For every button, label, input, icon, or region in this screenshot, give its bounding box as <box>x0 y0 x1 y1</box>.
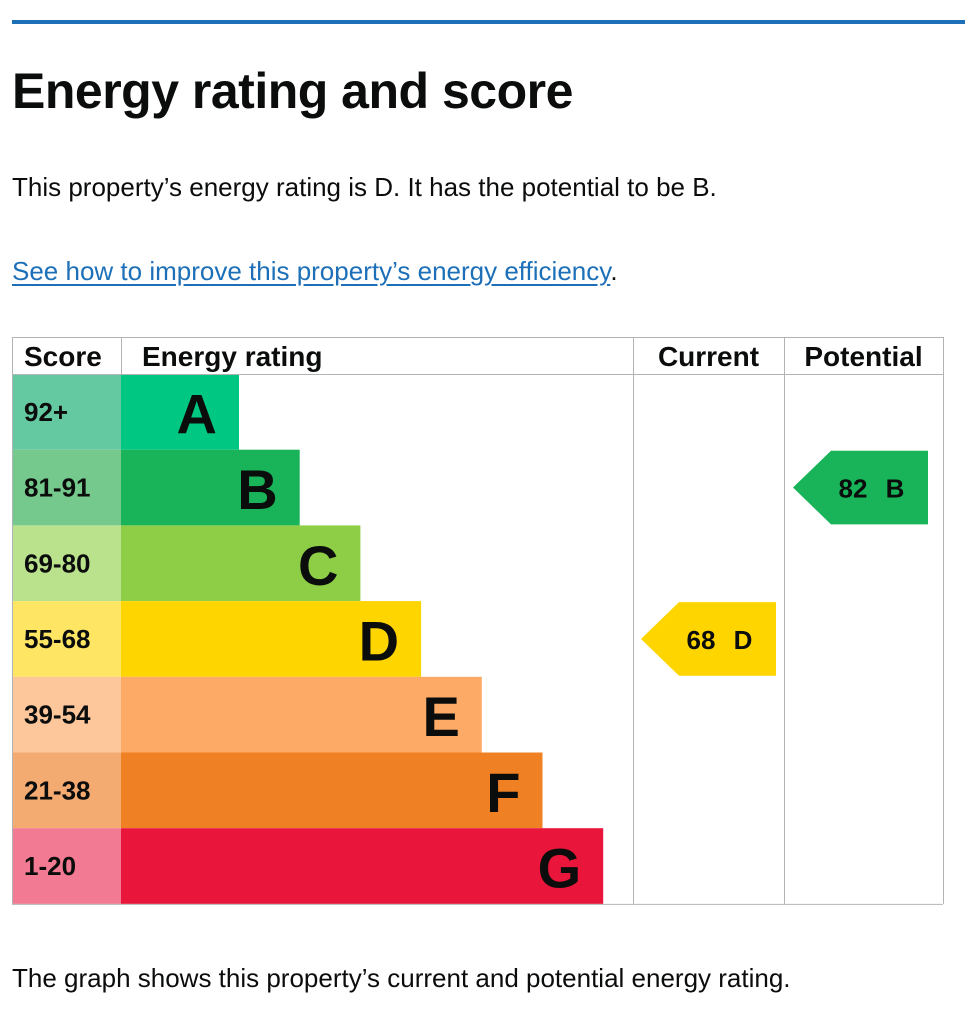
column-header: Energy rating <box>142 341 322 372</box>
rating-letter: B <box>237 458 277 521</box>
link-paragraph: See how to improve this property’s energ… <box>12 256 618 287</box>
rating-bar <box>121 676 482 753</box>
potential-score: 82 <box>839 474 868 504</box>
column-header: Current <box>658 341 759 372</box>
rating-bar <box>121 449 300 526</box>
score-cell <box>12 676 121 753</box>
rating-letter: A <box>177 382 217 445</box>
score-cell <box>12 601 121 677</box>
rating-bar <box>121 525 361 602</box>
score-cell <box>12 752 121 829</box>
score-range: 39-54 <box>24 700 91 730</box>
current-letter: D <box>734 625 753 655</box>
score-range: 81-91 <box>24 473 91 503</box>
rating-bar <box>121 752 543 829</box>
score-range: 55-68 <box>24 624 91 654</box>
current-score: 68 <box>687 625 716 655</box>
rating-letter: E <box>422 685 459 748</box>
summary: This property’s energy rating is D. It h… <box>12 172 717 202</box>
rating-bar <box>121 828 604 904</box>
rating-bar <box>121 374 239 450</box>
column-header: Potential <box>804 341 922 372</box>
footer-text: The graph shows this property’s current … <box>12 963 791 993</box>
score-cell <box>12 449 121 526</box>
potential-arrow <box>793 450 928 525</box>
score-cell <box>12 828 121 904</box>
potential-letter: B <box>886 474 905 504</box>
rating-letter: G <box>538 837 582 900</box>
rating-letter: F <box>486 761 520 824</box>
improve-link[interactable]: See how to improve this property’s energ… <box>12 256 611 286</box>
score-range: 1-20 <box>24 851 76 881</box>
rating-letter: C <box>298 534 338 597</box>
top-rule <box>12 20 965 24</box>
score-range: 69-80 <box>24 548 91 578</box>
current-arrow <box>641 602 776 676</box>
link-suffix: . <box>610 256 618 286</box>
score-range: 21-38 <box>24 775 91 805</box>
column-header: Score <box>24 341 102 372</box>
score-cell <box>12 374 121 450</box>
score-cell <box>12 525 121 602</box>
page-title: Energy rating and score <box>12 63 573 119</box>
rating-bar <box>121 601 422 677</box>
score-range: 92+ <box>24 397 68 427</box>
rating-letter: D <box>359 609 399 672</box>
